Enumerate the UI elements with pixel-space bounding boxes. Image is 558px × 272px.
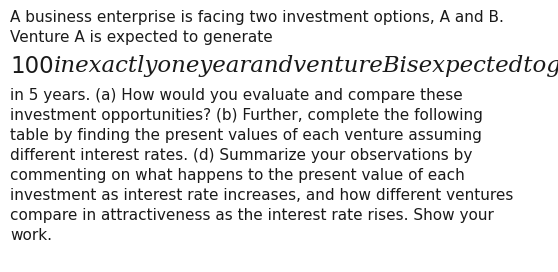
Text: different interest rates. (d) Summarize your observations by: different interest rates. (d) Summarize … [10,148,473,163]
Text: investment as interest rate increases, and how different ventures: investment as interest rate increases, a… [10,188,513,203]
Text: 100: 100 [10,55,54,78]
Text: Venture A is expected to generate: Venture A is expected to generate [10,30,273,45]
Text: work.: work. [10,228,52,243]
Text: A business enterprise is facing two investment options, A and B.: A business enterprise is facing two inve… [10,10,504,25]
Text: investment opportunities? (b) Further, complete the following: investment opportunities? (b) Further, c… [10,108,483,123]
Text: table by finding the present values of each venture assuming: table by finding the present values of e… [10,128,482,143]
Text: inexactlyoneyearandventureBisexpectedtogenerate: inexactlyoneyearandventureBisexpectedtog… [54,55,558,77]
Text: in 5 years. (a) How would you evaluate and compare these: in 5 years. (a) How would you evaluate a… [10,88,463,103]
Text: commenting on what happens to the present value of each: commenting on what happens to the presen… [10,168,465,183]
Text: compare in attractiveness as the interest rate rises. Show your: compare in attractiveness as the interes… [10,208,494,223]
